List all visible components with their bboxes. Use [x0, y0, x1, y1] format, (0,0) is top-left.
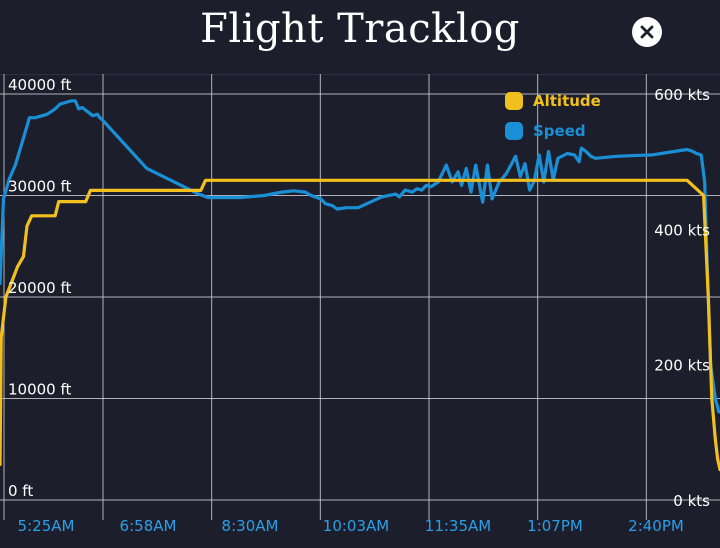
- x-tick-label: 8:30AM: [222, 517, 279, 535]
- y-left-tick-label: 30000 ft: [8, 178, 72, 196]
- header-bar: Flight Tracklog: [0, 0, 720, 75]
- close-icon: [640, 25, 654, 39]
- series-line-speed: [0, 99, 720, 414]
- series-line-altitude: [0, 178, 720, 472]
- legend-swatch-altitude: [505, 92, 523, 110]
- y-left-tick-label: 10000 ft: [8, 381, 72, 399]
- legend-item-speed[interactable]: Speed: [505, 116, 601, 146]
- legend-swatch-speed: [505, 122, 523, 140]
- y-right-tick-label: 400 kts: [654, 221, 710, 239]
- legend-item-altitude[interactable]: Altitude: [505, 86, 601, 116]
- y-right-tick-label: 200 kts: [654, 357, 710, 375]
- y-right-tick-label: 0 kts: [673, 492, 710, 510]
- flight-chart: 0 ft 10000 ft 20000 ft 30000 ft 40000 ft 0 kt…: [0, 74, 720, 535]
- legend-label-altitude: Altitude: [533, 92, 601, 110]
- x-tick-label: 5:25AM: [18, 517, 75, 535]
- legend-label-speed: Speed: [533, 122, 586, 140]
- chart-legend: Altitude Speed: [505, 86, 601, 146]
- x-tick-label: 2:40PM: [628, 517, 684, 535]
- x-tick-label: 6:58AM: [120, 517, 177, 535]
- x-tick-label: 10:03AM: [323, 517, 389, 535]
- close-button[interactable]: [632, 17, 662, 47]
- page-title: Flight Tracklog: [200, 6, 520, 52]
- x-tick-label: 11:35AM: [425, 517, 491, 535]
- y-left-tick-label: 40000 ft: [8, 76, 72, 94]
- y-right-tick-label: 600 kts: [654, 86, 710, 104]
- y-left-tick-label: 0 ft: [8, 482, 33, 500]
- x-tick-label: 1:07PM: [527, 517, 583, 535]
- y-left-tick-label: 20000 ft: [8, 279, 72, 297]
